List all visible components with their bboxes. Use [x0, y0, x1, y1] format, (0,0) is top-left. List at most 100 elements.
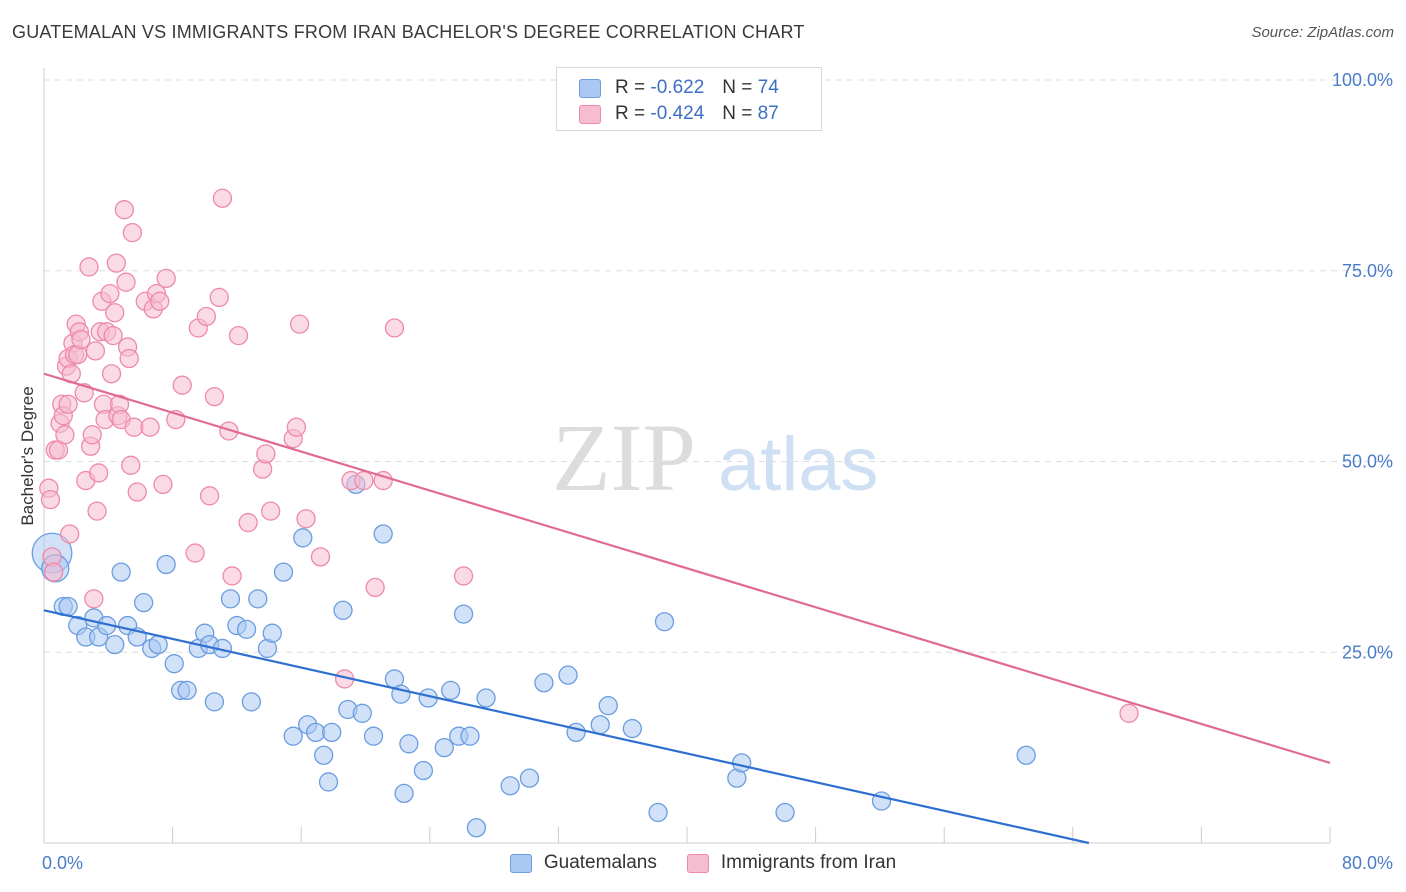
legend-swatch-blue	[509, 853, 532, 873]
y-tick-label: 25.0%	[1342, 642, 1393, 662]
data-point	[434, 737, 454, 758]
data-point	[220, 589, 241, 609]
data-point	[196, 306, 217, 327]
data-point	[273, 562, 294, 582]
legend-swatch-pink	[686, 853, 709, 873]
trend-line	[43, 609, 1090, 845]
data-point	[43, 562, 64, 582]
data-point	[116, 272, 136, 292]
legend-n-value: 87	[757, 103, 779, 124]
data-point	[622, 718, 642, 739]
trend-lines	[43, 372, 1331, 845]
x-tick-label: 0.0%	[42, 853, 83, 873]
data-point	[40, 489, 61, 510]
data-point	[105, 303, 125, 323]
legend-n-value: 74	[757, 77, 779, 98]
data-point	[648, 802, 668, 823]
data-point	[111, 562, 131, 582]
watermark: ZIP atlas	[552, 404, 879, 511]
y-tick-label: 75.0%	[1342, 261, 1393, 281]
data-point	[156, 268, 176, 289]
data-point	[558, 665, 578, 685]
data-point	[318, 772, 339, 792]
data-point	[85, 341, 106, 361]
series-guatemalans	[31, 474, 1036, 838]
data-point	[236, 619, 257, 640]
data-point	[534, 673, 554, 693]
series-legend: Guatemalans Immigrants from Iran	[0, 852, 1406, 874]
data-point	[384, 318, 405, 338]
legend-row-iran: R = -0.424 N = 87	[579, 101, 779, 127]
x-tick-label: 80.0%	[1342, 853, 1393, 873]
chart-title: GUATEMALAN VS IMMIGRANTS FROM IRAN BACHE…	[12, 22, 805, 42]
stats-legend: R = -0.622 N = 74 R = -0.424 N = 87	[556, 67, 822, 131]
data-point	[127, 482, 147, 502]
data-point	[185, 543, 205, 563]
y-tick-label: 50.0%	[1342, 452, 1393, 472]
data-point	[654, 612, 675, 632]
data-point	[296, 509, 316, 529]
data-point	[172, 375, 192, 395]
data-point	[238, 512, 258, 533]
tick-labels: 25.0% 50.0% 75.0% 100.0% 0.0% 80.0%	[42, 70, 1393, 873]
legend-swatch-blue	[579, 78, 601, 98]
data-point	[283, 726, 303, 746]
data-point	[365, 577, 385, 598]
data-point	[156, 554, 176, 575]
data-point	[413, 760, 434, 781]
series-immigrants-from-iran	[39, 188, 1139, 723]
legend-row-guatemalans: R = -0.622 N = 74	[579, 75, 779, 101]
data-point	[306, 722, 326, 743]
legend-r-label: R =	[615, 103, 646, 124]
data-point	[100, 283, 120, 304]
data-point	[1016, 745, 1036, 765]
data-point	[310, 547, 331, 567]
data-point	[124, 417, 144, 437]
data-point	[58, 596, 78, 617]
data-point	[60, 524, 80, 544]
data-point	[119, 348, 139, 369]
watermark-atlas: atlas	[718, 422, 879, 507]
legend-label-iran: Immigrants from Iran	[720, 852, 897, 873]
data-point	[453, 566, 474, 586]
data-point	[105, 634, 125, 655]
data-point	[460, 726, 480, 746]
data-point	[222, 566, 242, 586]
data-point	[82, 425, 102, 445]
data-point	[354, 470, 374, 491]
data-point	[566, 722, 586, 743]
data-point	[209, 287, 229, 308]
legend-r-value: -0.622	[650, 77, 705, 98]
data-point	[289, 314, 310, 334]
legend-r-value: -0.424	[650, 103, 705, 124]
data-point	[140, 417, 160, 437]
data-point	[293, 528, 313, 548]
data-point	[87, 501, 107, 521]
data-point	[373, 524, 393, 544]
data-point	[261, 501, 281, 521]
data-point	[333, 600, 353, 620]
data-point	[114, 200, 135, 220]
legend-item-guatemalans: Guatemalans	[509, 852, 657, 874]
data-point	[148, 634, 168, 655]
data-point	[1119, 703, 1139, 723]
data-point	[58, 394, 78, 414]
data-point	[101, 364, 122, 384]
y-axis-label: Bachelor's Degree	[18, 386, 37, 525]
data-point	[204, 386, 225, 407]
data-point	[84, 589, 104, 609]
axes	[43, 68, 1331, 844]
data-point	[177, 680, 197, 701]
data-point	[500, 776, 520, 796]
legend-swatch-pink	[579, 104, 601, 124]
data-point	[775, 802, 795, 823]
data-point	[219, 421, 239, 441]
data-point	[476, 688, 496, 708]
gridlines	[44, 79, 1392, 653]
data-point	[241, 692, 262, 712]
data-point	[121, 455, 141, 475]
data-point	[150, 291, 170, 311]
data-point	[314, 745, 334, 765]
data-point	[248, 589, 268, 609]
